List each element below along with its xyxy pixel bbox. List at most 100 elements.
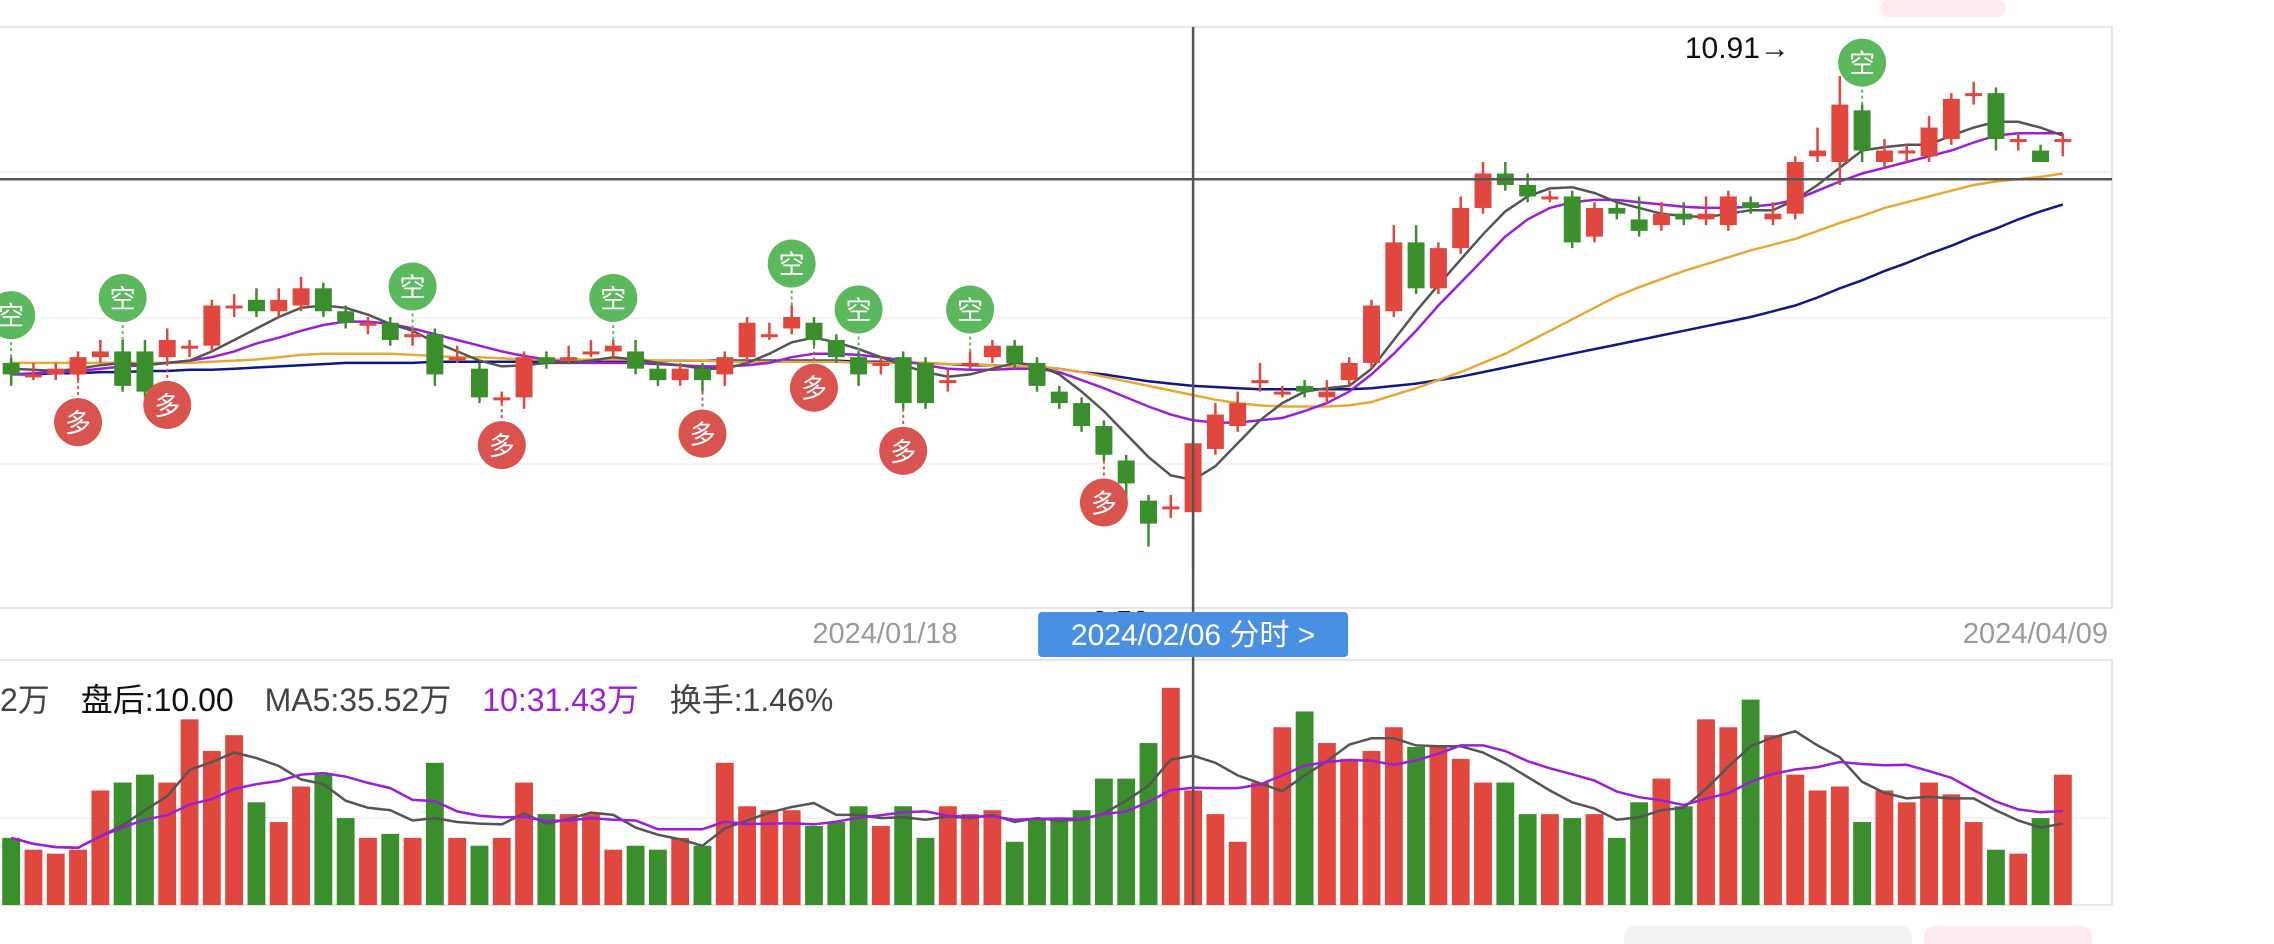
volume-bar: [1697, 719, 1715, 905]
signal-label: 空: [0, 301, 24, 331]
volume-bar: [180, 719, 199, 905]
volume-bar: [671, 837, 690, 905]
volume-ma-lines: [10, 729, 2064, 849]
signal-label: 空: [110, 284, 136, 314]
candle: [1652, 202, 1670, 231]
volume-bar: [648, 849, 667, 905]
volume-bar: [693, 845, 712, 905]
volume-bar: [225, 735, 244, 905]
candle: [247, 288, 265, 317]
volume-bar: [1161, 687, 1180, 905]
turnover-rate: 换手:1.46%: [670, 682, 834, 718]
signal-label: 多: [489, 431, 515, 461]
volume-bar: [1652, 778, 1671, 905]
volume-bar: [1964, 822, 1983, 905]
volume-bar: [69, 849, 87, 905]
sell-signal: 空: [834, 285, 883, 352]
buy-signal: 多: [477, 403, 526, 470]
candle: [760, 322, 778, 340]
volume-bar: [1942, 794, 1961, 905]
buy-signal: 多: [1079, 460, 1128, 527]
candle: [1340, 357, 1358, 386]
bottom-button-left[interactable]: [1624, 926, 1912, 944]
selected-date-badge[interactable]: 2024/02/06 分时 >: [1038, 612, 1349, 657]
candle: [1853, 104, 1871, 163]
candle: [1719, 190, 1737, 231]
candle: [1831, 75, 1849, 185]
volume-bar: [1786, 774, 1805, 905]
candle: [649, 362, 667, 386]
candle: [1162, 494, 1180, 518]
candle: [1630, 196, 1648, 237]
volume-bar: [1094, 778, 1113, 905]
volume-bar: [1362, 750, 1381, 905]
volume-bar: [1764, 735, 1782, 905]
volume-bar: [381, 833, 400, 905]
candle: [604, 339, 622, 358]
volume-bar: [1273, 727, 1292, 905]
volume-bar: [1563, 818, 1582, 905]
volume-bar: [938, 806, 957, 905]
candle: [1875, 139, 1893, 168]
signal-label: 多: [890, 437, 916, 467]
candle: [961, 351, 979, 369]
selected-date-label[interactable]: 2024/02/06 分时 >: [1071, 619, 1315, 652]
signal-label: 空: [400, 272, 426, 302]
volume-bar: [894, 806, 913, 905]
candle: [783, 305, 801, 335]
bottom-button-right[interactable]: [1924, 926, 2092, 944]
candle: [1809, 127, 1827, 163]
volume-bar: [1451, 758, 1470, 905]
candle: [1006, 339, 1024, 369]
candle: [515, 351, 533, 409]
volume-bar: [2031, 818, 2050, 905]
buy-signal: 多: [678, 391, 727, 458]
candle: [1987, 87, 2005, 151]
volume-bar: [1541, 814, 1559, 905]
candle: [627, 339, 645, 375]
candle: [2009, 133, 2027, 151]
volume-bar: [247, 802, 266, 905]
buy-signal: 多: [54, 380, 103, 447]
candle: [1742, 196, 1760, 214]
top-button-partial[interactable]: [1880, 0, 2006, 17]
candle: [1563, 190, 1581, 249]
volume-bar: [582, 814, 600, 905]
candle: [1608, 202, 1626, 220]
volume-bar: [537, 814, 556, 905]
volume-bar: [1072, 810, 1091, 905]
candle: [850, 351, 868, 386]
volume-ma10: 10:31.43万: [482, 682, 639, 718]
volume-bar: [1830, 786, 1849, 905]
volume-bar: [492, 837, 511, 905]
candle: [1273, 385, 1291, 398]
volume-bar: [626, 845, 645, 905]
candle: [1206, 403, 1224, 455]
candle: [560, 345, 578, 363]
volume-bar: [1206, 814, 1225, 905]
candle: [1073, 397, 1091, 432]
volume-bar: [2009, 853, 2028, 905]
volume-bar: [1139, 743, 1158, 905]
sell-signal: 空: [1838, 38, 1887, 105]
candle: [1050, 385, 1068, 409]
volume-bar: [738, 806, 757, 905]
volume-bar: [336, 818, 355, 905]
volume-bar: [46, 853, 65, 905]
volume-bar: [1808, 790, 1827, 905]
sell-signal: 空: [98, 273, 147, 340]
volume-bar: [1050, 818, 1069, 905]
candle: [1296, 380, 1314, 398]
volume-bar: [782, 810, 801, 905]
candle: [2054, 133, 2072, 157]
volume-bar: [760, 810, 779, 905]
candle: [1229, 391, 1247, 432]
candle: [694, 362, 711, 392]
candle: [24, 362, 42, 381]
x-tick-label: 2024/01/18: [812, 618, 957, 650]
volume-bar: [1429, 747, 1448, 905]
candle: [537, 351, 555, 369]
volume-bar: [1987, 849, 2005, 905]
volume-bar: [1853, 822, 1872, 905]
